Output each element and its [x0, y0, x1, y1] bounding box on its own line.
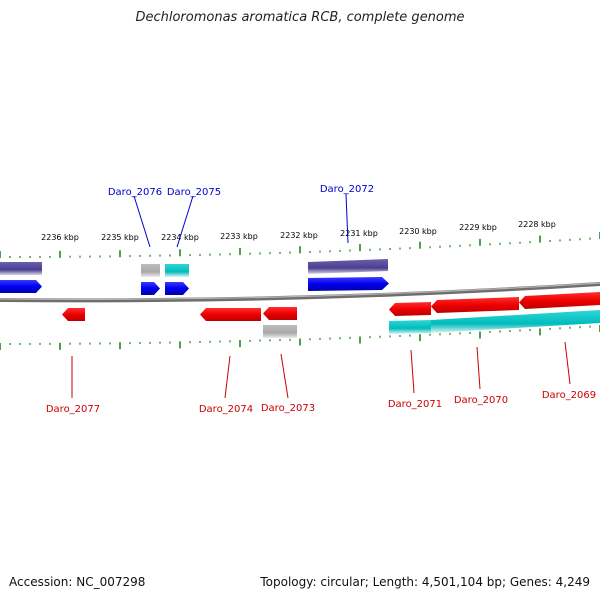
cog-bar-forward	[308, 259, 388, 274]
accession-text: Accession: NC_007298	[9, 575, 146, 589]
label-leader	[564, 341, 571, 385]
gene-label-daro-2070[interactable]: Daro_2070	[454, 395, 508, 406]
scale-label: 2233 kbp	[220, 232, 258, 241]
label-leader	[176, 195, 194, 248]
scale-label: 2235 kbp	[101, 233, 139, 242]
gene-arrow-daro-2077[interactable]	[62, 308, 85, 321]
genome-backbone-highlight	[0, 282, 600, 301]
scale-label: 2231 kbp	[340, 229, 378, 238]
cog-bar-forward	[141, 264, 160, 277]
label-leader	[410, 349, 415, 394]
gene-arrow-daro-2076[interactable]	[141, 282, 160, 295]
gene-label-daro-2075[interactable]: Daro_2075	[167, 187, 221, 198]
cog-bar-reverse	[389, 320, 431, 334]
label-leader	[133, 195, 151, 248]
gene-arrow-daro-2075[interactable]	[165, 282, 189, 295]
label-leader	[224, 355, 231, 399]
scale-label: 2230 kbp	[399, 227, 437, 236]
label-leader	[280, 353, 289, 399]
scale-label: 2232 kbp	[280, 231, 318, 240]
gene-label-daro-2072[interactable]: Daro_2072	[320, 184, 374, 195]
scale-label: 2236 kbp	[41, 233, 79, 242]
label-leader	[476, 346, 481, 390]
gene-label-daro-2077[interactable]: Daro_2077	[46, 404, 100, 415]
map-title: Dechloromonas aromatica RCB, complete ge…	[135, 10, 465, 25]
cog-bar-reverse	[431, 310, 600, 333]
gene-label-daro-2076[interactable]: Daro_2076	[108, 187, 162, 198]
genome-summary-text: Topology: circular; Length: 4,501,104 bp…	[260, 575, 590, 589]
scale-label: 2229 kbp	[459, 223, 497, 232]
gene-label-daro-2073[interactable]: Daro_2073	[261, 403, 315, 414]
gene-arrow-daro-2073[interactable]	[263, 307, 297, 320]
gene-label-daro-2074[interactable]: Daro_2074	[199, 404, 253, 415]
gene-arrow-forward[interactable]	[0, 280, 42, 293]
label-leader	[345, 193, 349, 244]
cog-bar-reverse	[263, 325, 297, 338]
scale-ticks-bottom	[0, 325, 600, 350]
cog-bar-forward	[165, 264, 189, 277]
gene-arrow-daro-2072[interactable]	[308, 277, 389, 291]
gene-arrow-daro-2074[interactable]	[200, 308, 261, 321]
gene-arrow-daro-2071[interactable]	[389, 302, 431, 316]
scale-label: 2228 kbp	[518, 220, 556, 229]
gene-label-daro-2071[interactable]: Daro_2071	[388, 399, 442, 410]
gene-arrow-daro-2069[interactable]	[519, 292, 600, 309]
scale-ticks-top	[0, 232, 600, 258]
gene-arrow-daro-2070[interactable]	[431, 297, 519, 313]
genome-backbone	[0, 282, 600, 303]
gene-label-daro-2069[interactable]: Daro_2069	[542, 390, 596, 401]
cog-bar-forward	[0, 262, 42, 275]
